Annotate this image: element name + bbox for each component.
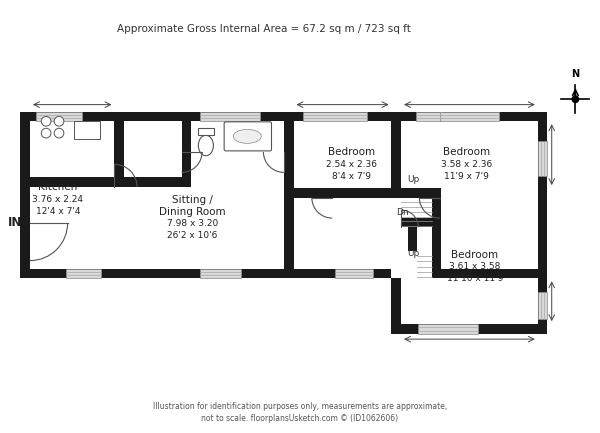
Bar: [440, 112, 499, 121]
Text: Up: Up: [407, 249, 419, 258]
Bar: [538, 268, 547, 334]
Text: N: N: [571, 69, 580, 79]
Text: Approximate Gross Internal Area = 67.2 sq m / 723 sq ft: Approximate Gross Internal Area = 67.2 s…: [117, 24, 411, 34]
Bar: [401, 217, 432, 227]
Text: Bedroom: Bedroom: [328, 147, 374, 157]
Bar: [418, 324, 478, 334]
Text: Kitchen: Kitchen: [38, 182, 77, 192]
FancyBboxPatch shape: [224, 122, 271, 151]
Bar: [124, 177, 182, 187]
Bar: [182, 112, 191, 187]
Text: 3.61 x 3.58
11'10 x 11'9: 3.61 x 3.58 11'10 x 11'9: [446, 262, 503, 283]
Bar: [200, 268, 241, 278]
Text: Dn: Dn: [396, 208, 409, 216]
Bar: [37, 112, 82, 121]
Bar: [391, 324, 547, 334]
Bar: [538, 292, 547, 319]
Bar: [198, 128, 214, 135]
Text: Sitting /
Dining Room: Sitting / Dining Room: [159, 195, 226, 216]
Bar: [391, 112, 401, 198]
Ellipse shape: [233, 129, 261, 143]
Bar: [115, 112, 124, 187]
Bar: [30, 121, 538, 268]
Text: 3.58 x 2.36
11'9 x 7'9: 3.58 x 2.36 11'9 x 7'9: [441, 160, 493, 181]
Bar: [391, 278, 401, 334]
Bar: [538, 112, 547, 278]
Text: Bedroom: Bedroom: [443, 147, 490, 157]
Text: IN: IN: [7, 216, 22, 229]
Bar: [538, 141, 547, 176]
Bar: [293, 188, 432, 198]
Circle shape: [54, 116, 64, 126]
Text: Bedroom: Bedroom: [451, 249, 499, 259]
Circle shape: [572, 96, 578, 103]
Ellipse shape: [199, 135, 214, 156]
Bar: [74, 121, 100, 139]
Bar: [20, 112, 30, 278]
Bar: [284, 112, 293, 268]
Bar: [416, 112, 443, 121]
Text: 7.98 x 3.20
26'2 x 10'6: 7.98 x 3.20 26'2 x 10'6: [167, 219, 218, 240]
Bar: [432, 188, 442, 268]
Bar: [20, 112, 547, 121]
Bar: [66, 268, 101, 278]
Bar: [30, 177, 115, 187]
Bar: [302, 112, 367, 121]
Circle shape: [41, 116, 51, 126]
Bar: [200, 112, 260, 121]
Bar: [407, 227, 417, 252]
Bar: [401, 278, 538, 324]
Text: 3.76 x 2.24
12'4 x 7'4: 3.76 x 2.24 12'4 x 7'4: [32, 195, 83, 216]
Text: Up: Up: [407, 175, 419, 184]
Circle shape: [41, 128, 51, 138]
Bar: [335, 268, 373, 278]
Circle shape: [54, 128, 64, 138]
Text: 2.54 x 2.36
8'4 x 7'9: 2.54 x 2.36 8'4 x 7'9: [326, 160, 377, 181]
Bar: [432, 268, 547, 278]
Bar: [20, 268, 391, 278]
Text: Illustration for identification purposes only, measurements are approximate,
not: Illustration for identification purposes…: [153, 402, 447, 423]
